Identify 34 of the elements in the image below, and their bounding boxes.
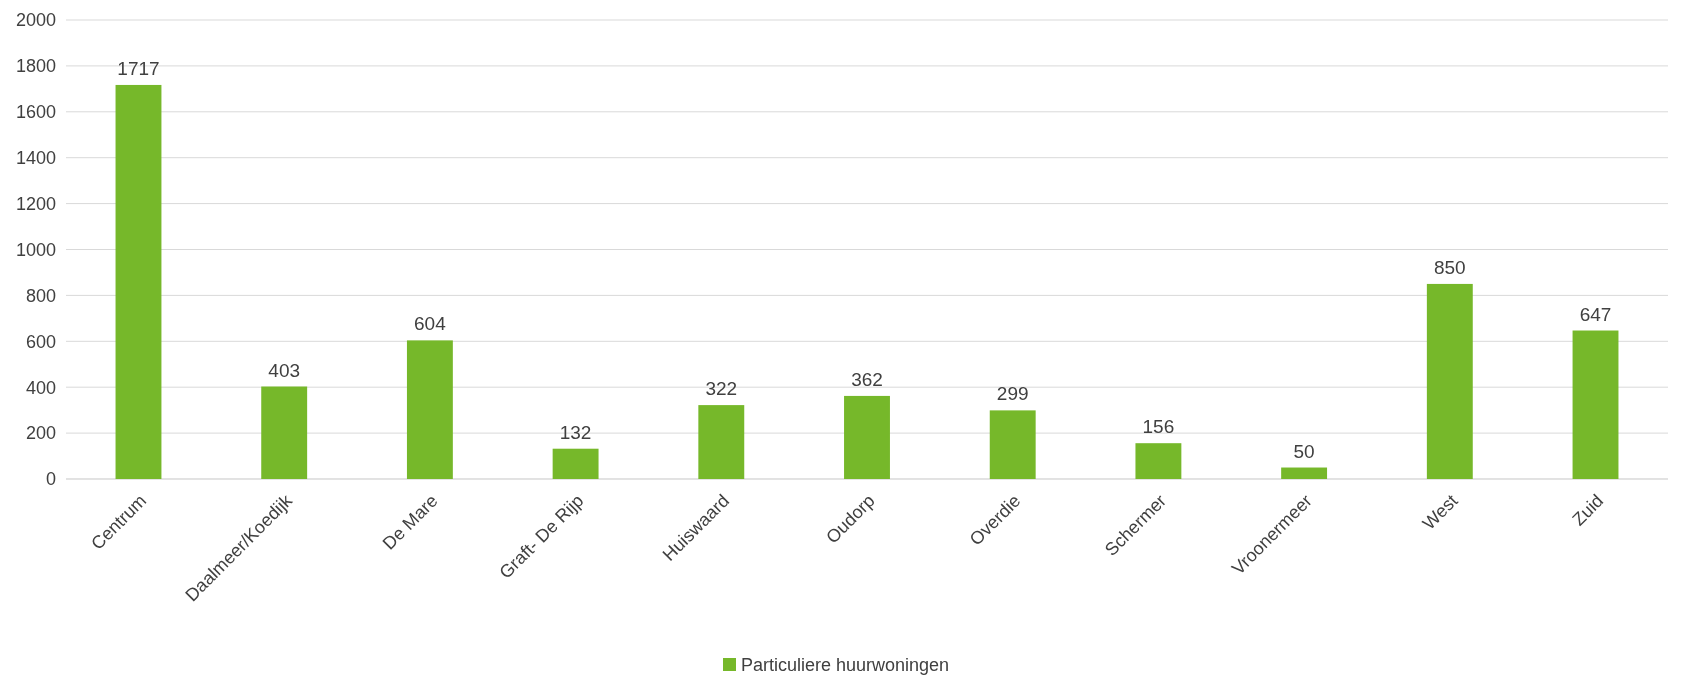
data-label: 362: [851, 368, 883, 390]
data-label: 156: [1142, 416, 1175, 438]
data-label: 647: [1579, 303, 1612, 325]
y-tick-label: 600: [25, 331, 56, 352]
data-label: 299: [996, 383, 1029, 405]
bar: [698, 405, 745, 479]
y-tick-label: 400: [25, 377, 56, 398]
bar: [1572, 330, 1619, 479]
data-label: 322: [705, 378, 738, 400]
y-tick-label: 1800: [15, 56, 56, 77]
data-label: 132: [559, 421, 592, 443]
data-label: 850: [1433, 256, 1466, 278]
y-tick-label: 0: [45, 469, 56, 490]
data-label: 1717: [117, 57, 160, 79]
y-tick-label: 1000: [15, 239, 56, 260]
data-label: 604: [414, 313, 447, 335]
bar: [1426, 283, 1473, 479]
bar: [552, 448, 599, 479]
y-tick-label: 200: [25, 423, 56, 444]
legend-label: Particuliere huurwoningen: [741, 655, 950, 675]
y-tick-label: 1400: [15, 148, 56, 168]
y-tick-label: 800: [25, 285, 56, 306]
data-label: 403: [268, 359, 301, 381]
bar: [1135, 443, 1182, 479]
y-tick-label: 1200: [15, 193, 56, 214]
bar: [989, 410, 1036, 479]
bar: [261, 386, 308, 479]
bar: [1281, 467, 1328, 479]
y-tick-label: 1600: [15, 102, 56, 123]
bar: [844, 395, 890, 479]
bar: [406, 340, 453, 479]
data-label: 50: [1293, 440, 1315, 462]
y-tick-label: 2000: [15, 10, 56, 31]
bar: [115, 84, 162, 479]
